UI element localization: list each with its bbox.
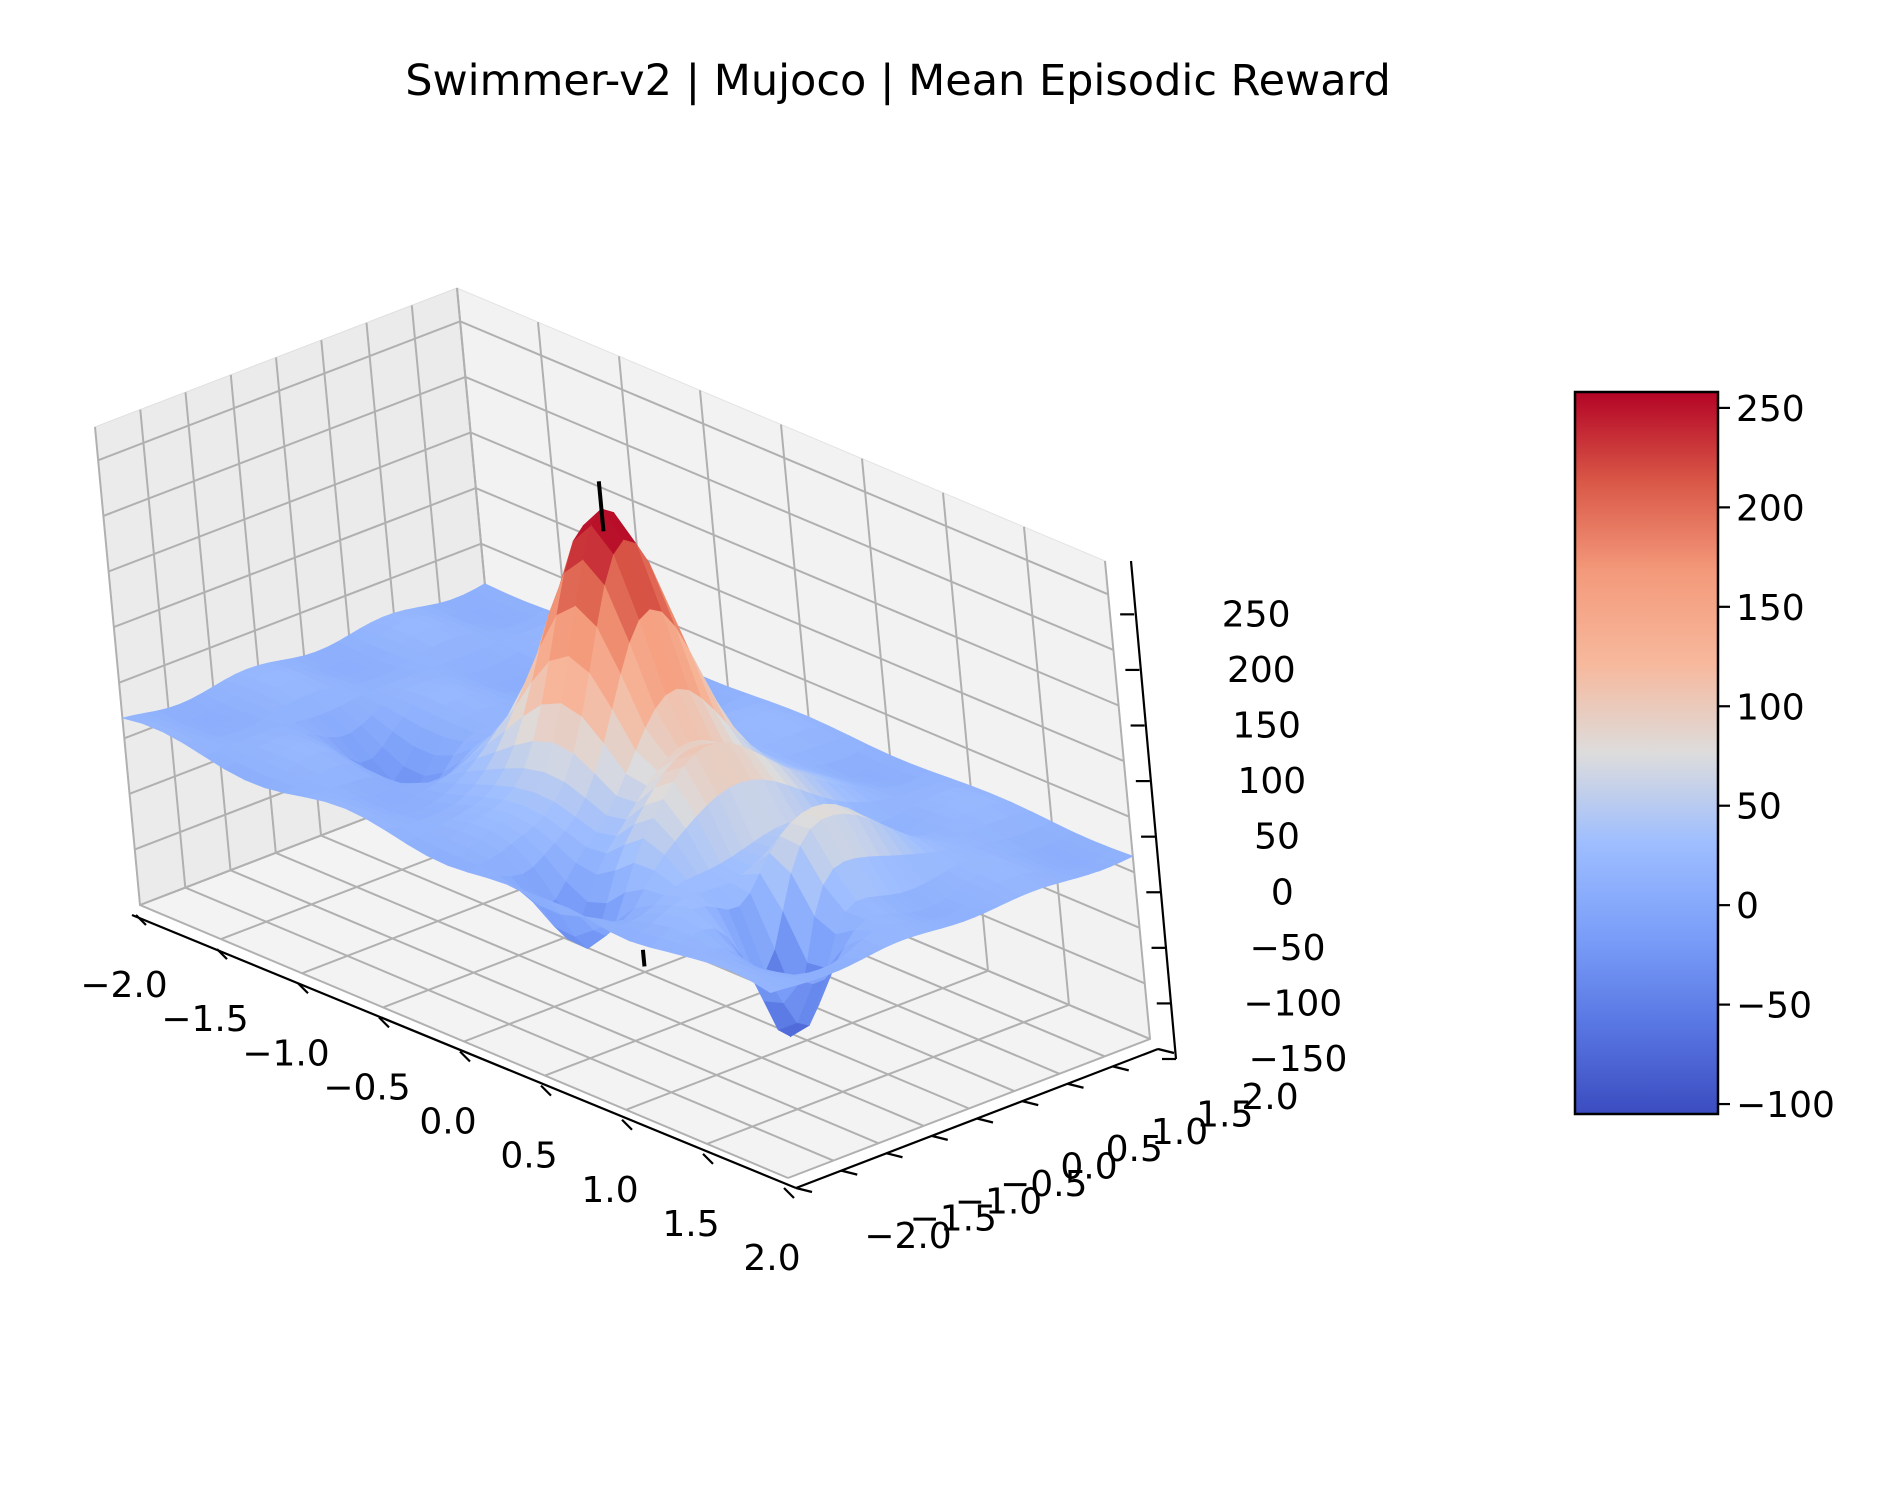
- z-tick-label: −100: [1243, 983, 1342, 1024]
- z-tick-label: 250: [1222, 594, 1291, 635]
- z-tick-label: −50: [1250, 928, 1326, 969]
- y-tick: [1112, 1065, 1130, 1072]
- x-tick: [621, 1118, 633, 1131]
- y-tick-label: 1.0: [1151, 1112, 1208, 1153]
- x-tick-label: 1.5: [662, 1204, 719, 1245]
- y-tick: [931, 1134, 949, 1141]
- x-tick: [783, 1187, 795, 1199]
- y-tick: [976, 1117, 994, 1124]
- z-tick-label: −150: [1249, 1039, 1348, 1080]
- y-tick-label: 0.0: [1060, 1147, 1117, 1188]
- y-tick-label: 1.5: [1196, 1094, 1253, 1135]
- grid-line-z: [97, 320, 1109, 596]
- colorbar-bar: [1573, 390, 1720, 1116]
- y-tick-label: −0.5: [1000, 1164, 1087, 1205]
- colorbar-tick-label: 100: [1736, 687, 1805, 728]
- surface-plot: [122, 481, 1134, 1038]
- colorbar-tick-label: 250: [1736, 389, 1805, 430]
- chart-title: Swimmer-v2 | Mujoco | Mean Episodic Rewa…: [405, 56, 1391, 106]
- z-tick-label: 100: [1237, 761, 1306, 802]
- x-tick: [216, 948, 228, 960]
- x-tick: [459, 1050, 471, 1063]
- z-tick-label: 150: [1232, 706, 1301, 747]
- colorbar-tick-label: 0: [1736, 886, 1759, 927]
- x-tick: [378, 1016, 390, 1029]
- x-tick-label: −2.0: [80, 965, 167, 1006]
- x-tick-label: 2.0: [743, 1238, 800, 1279]
- colorbar: −100 −50 0 50 100 150 200 250: [1573, 389, 1835, 1126]
- x-tick-label: 0.0: [419, 1102, 476, 1143]
- optimum-marker: [596, 481, 606, 532]
- z-tick-label: 50: [1254, 817, 1300, 858]
- x-tick: [540, 1084, 552, 1097]
- y-tick-label: 0.5: [1106, 1129, 1163, 1170]
- x-axis-line: [131, 913, 797, 1190]
- surface-facet: [748, 978, 783, 994]
- colorbar-tick-label: 200: [1736, 488, 1805, 529]
- grid-line-z: [113, 487, 1125, 763]
- x-tick-label: −1.5: [161, 999, 248, 1040]
- x-tick-label: 1.0: [581, 1170, 638, 1211]
- x-tick-label: −1.0: [242, 1033, 329, 1074]
- colorbar-tick-label: −100: [1736, 1085, 1835, 1126]
- z-axis-line: [1129, 560, 1178, 1060]
- optimum-marker-base: [640, 949, 647, 967]
- colorbar-tick-label: −50: [1736, 986, 1812, 1027]
- x-tick-label: 0.5: [500, 1136, 557, 1177]
- x-tick: [135, 914, 147, 926]
- colorbar-tick-label: 50: [1736, 787, 1782, 828]
- grid-line-z: [103, 375, 1114, 651]
- x-tick: [702, 1153, 714, 1165]
- y-tick: [1021, 1100, 1039, 1107]
- y-tick: [1067, 1082, 1084, 1089]
- x-tick: [297, 982, 309, 995]
- y-tick: [886, 1152, 903, 1159]
- axis-lines: [131, 560, 1178, 1199]
- y-tick-label: 2.0: [1241, 1077, 1298, 1118]
- x-tick-label: −0.5: [323, 1067, 410, 1108]
- grid-line-z: [118, 542, 1130, 818]
- y-tick: [1157, 1047, 1175, 1055]
- y-tick-label: −2.0: [864, 1216, 951, 1257]
- y-tick: [795, 1186, 813, 1194]
- z-tick-label: 0: [1271, 872, 1294, 913]
- z-tick-label: 200: [1227, 650, 1296, 691]
- tick-labels: −2.0−1.5−1.0−0.50.00.51.01.52.0−2.0−1.5−…: [80, 594, 1347, 1279]
- y-tick-label: −1.5: [910, 1199, 997, 1240]
- colorbar-tick-label: 150: [1736, 588, 1805, 629]
- y-tick-label: −1.0: [955, 1181, 1042, 1222]
- y-tick: [840, 1169, 858, 1176]
- grid-line-z: [108, 431, 1119, 707]
